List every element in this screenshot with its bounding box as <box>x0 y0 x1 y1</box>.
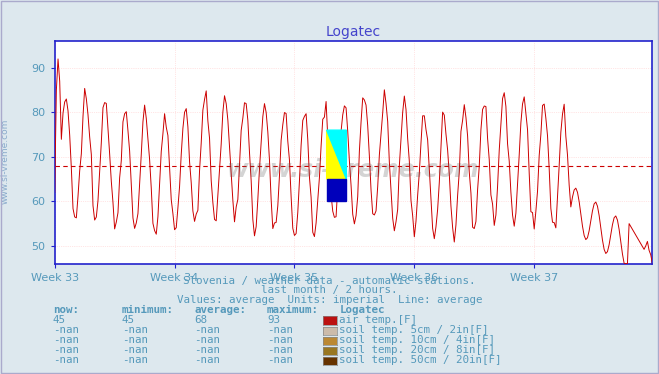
Bar <box>327 179 347 201</box>
Text: last month / 2 hours.: last month / 2 hours. <box>261 285 398 295</box>
Text: soil temp. 20cm / 8in[F]: soil temp. 20cm / 8in[F] <box>339 345 496 355</box>
Text: 45: 45 <box>122 315 135 325</box>
Text: air temp.[F]: air temp.[F] <box>339 315 417 325</box>
Text: -nan: -nan <box>53 325 78 335</box>
Title: Logatec: Logatec <box>326 25 381 39</box>
Text: -nan: -nan <box>194 355 220 365</box>
Text: -nan: -nan <box>53 355 78 365</box>
Text: -nan: -nan <box>122 325 148 335</box>
Text: -nan: -nan <box>194 345 220 355</box>
Text: -nan: -nan <box>267 345 293 355</box>
Text: soil temp. 5cm / 2in[F]: soil temp. 5cm / 2in[F] <box>339 325 489 335</box>
Text: soil temp. 50cm / 20in[F]: soil temp. 50cm / 20in[F] <box>339 355 502 365</box>
Text: 45: 45 <box>53 315 66 325</box>
Polygon shape <box>327 130 347 179</box>
Text: Slovenia / weather data - automatic stations.: Slovenia / weather data - automatic stat… <box>183 276 476 286</box>
Text: -nan: -nan <box>267 325 293 335</box>
Text: -nan: -nan <box>122 345 148 355</box>
Text: maximum:: maximum: <box>267 305 319 315</box>
Text: -nan: -nan <box>53 335 78 345</box>
Text: -nan: -nan <box>267 355 293 365</box>
Text: soil temp. 10cm / 4in[F]: soil temp. 10cm / 4in[F] <box>339 335 496 345</box>
Text: www.si-vreme.com: www.si-vreme.com <box>1 118 10 203</box>
Text: -nan: -nan <box>194 325 220 335</box>
Text: Values: average  Units: imperial  Line: average: Values: average Units: imperial Line: av… <box>177 295 482 305</box>
Text: -nan: -nan <box>53 345 78 355</box>
Text: 93: 93 <box>267 315 280 325</box>
Text: -nan: -nan <box>194 335 220 345</box>
Text: -nan: -nan <box>122 335 148 345</box>
Text: 68: 68 <box>194 315 208 325</box>
Text: average:: average: <box>194 305 246 315</box>
Text: -nan: -nan <box>267 335 293 345</box>
Text: Logatec: Logatec <box>339 305 385 315</box>
Polygon shape <box>327 130 347 179</box>
Text: www.si-vreme.com: www.si-vreme.com <box>227 158 480 182</box>
Text: minimum:: minimum: <box>122 305 174 315</box>
Text: now:: now: <box>53 305 78 315</box>
Text: -nan: -nan <box>122 355 148 365</box>
